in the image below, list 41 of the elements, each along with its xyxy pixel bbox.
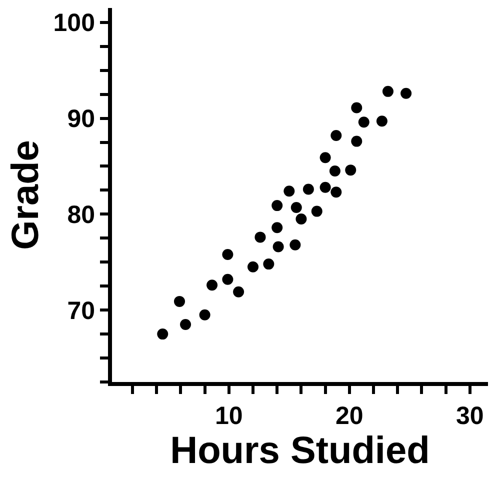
x-axis-title: Hours Studied	[170, 430, 430, 472]
point	[233, 286, 244, 298]
point	[248, 261, 258, 272]
y-tick-label: 90	[67, 105, 95, 134]
point	[400, 88, 412, 99]
point	[157, 328, 168, 340]
point	[272, 200, 283, 212]
x-tick-label: 10	[214, 402, 243, 430]
point	[222, 274, 234, 285]
point	[296, 213, 307, 224]
point	[330, 130, 342, 142]
point	[376, 116, 388, 127]
point	[320, 152, 331, 164]
point	[290, 239, 301, 250]
point	[180, 318, 192, 330]
point	[272, 241, 284, 252]
point	[311, 206, 322, 217]
x-tick-label: 20	[336, 402, 364, 430]
point	[263, 258, 274, 270]
y-axis-title: Grade	[4, 140, 47, 250]
x-tick-label: 30	[456, 402, 484, 430]
point	[199, 309, 210, 320]
point	[345, 164, 356, 176]
y-tick-label: 70	[67, 296, 95, 325]
y-tick-label: 100	[53, 9, 95, 38]
point	[284, 186, 295, 197]
point	[358, 116, 370, 128]
point	[351, 102, 362, 114]
point	[206, 280, 218, 291]
point	[329, 166, 340, 177]
point	[222, 248, 234, 260]
point	[174, 296, 185, 307]
point	[254, 232, 266, 243]
point	[320, 182, 331, 193]
y-tick-label: 80	[67, 200, 95, 229]
point	[272, 222, 283, 234]
point	[382, 86, 394, 97]
point	[302, 184, 314, 195]
point	[351, 136, 362, 147]
point	[330, 186, 342, 198]
point	[290, 202, 302, 213]
